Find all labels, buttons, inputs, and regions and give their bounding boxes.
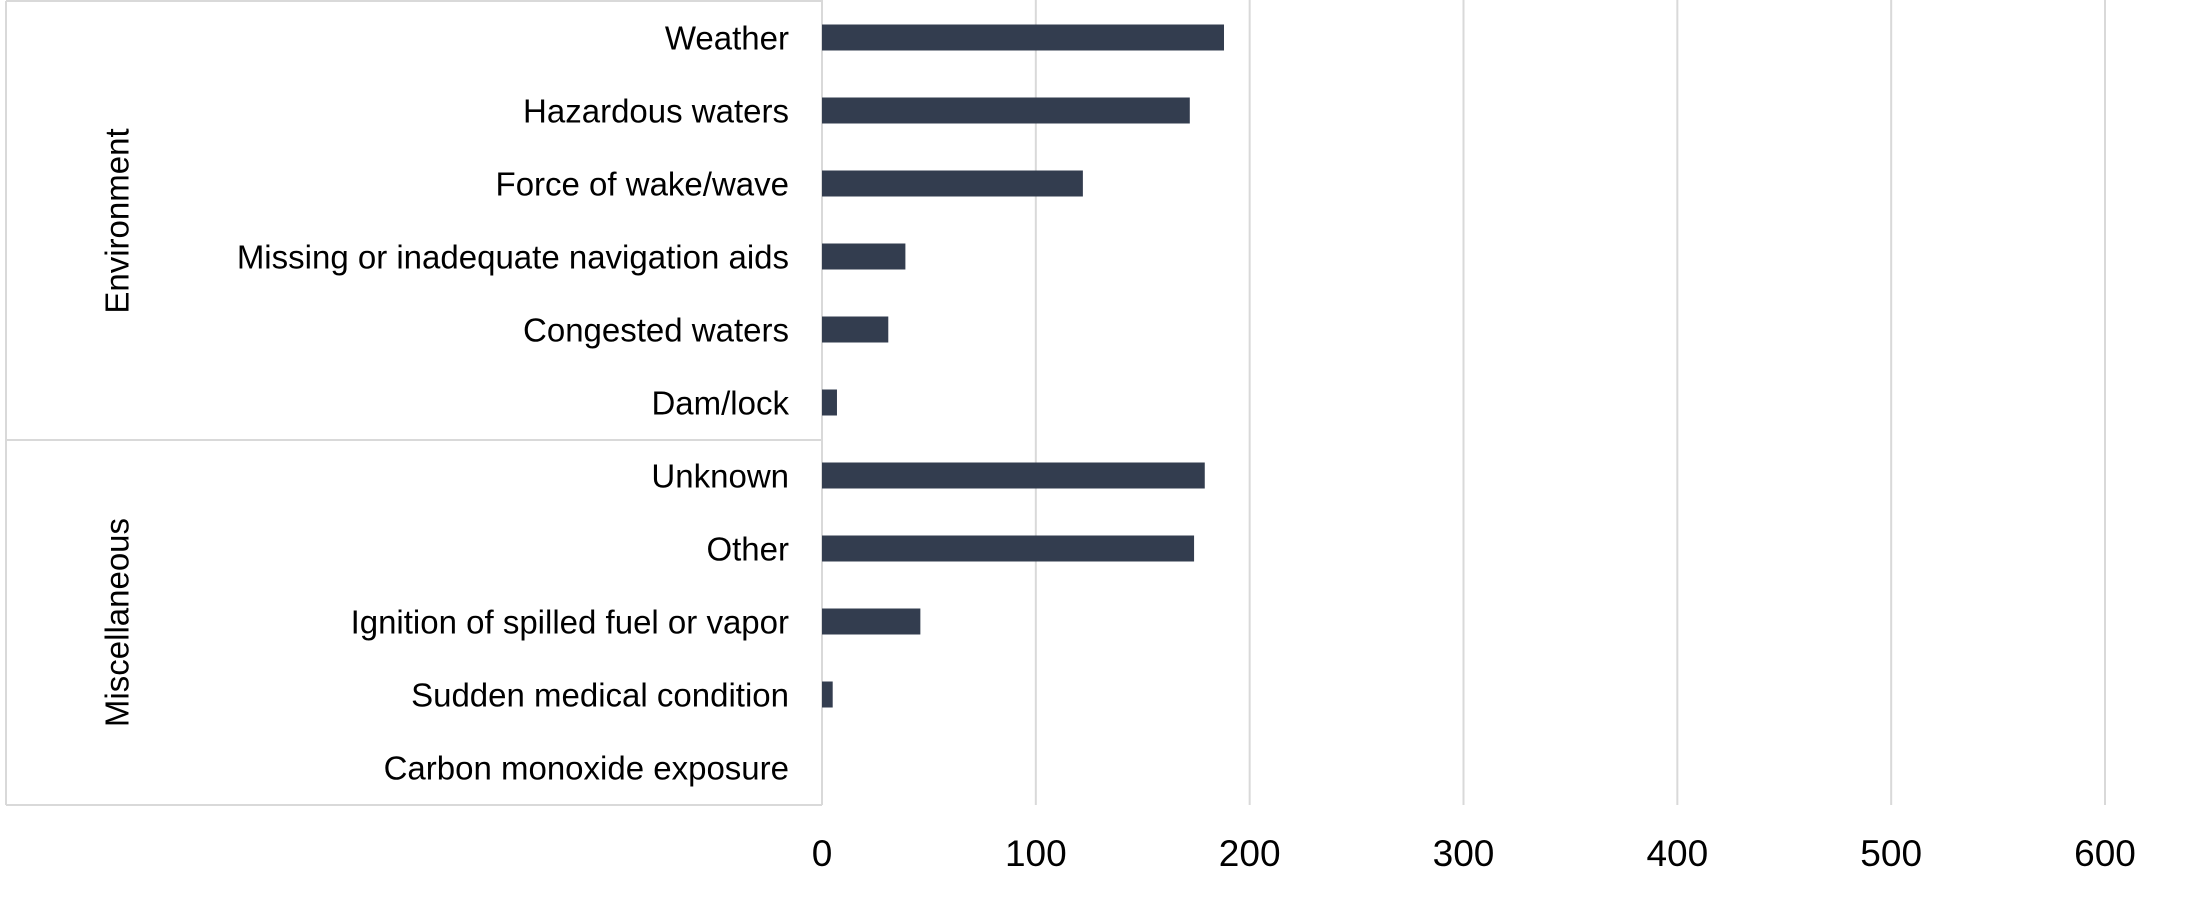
x-tick-label: 0 bbox=[812, 833, 833, 874]
bar bbox=[822, 462, 1205, 489]
bar bbox=[822, 389, 837, 416]
bar bbox=[822, 243, 906, 270]
group-labels: Environment Miscellaneous bbox=[99, 128, 136, 727]
category-label: Dam/lock bbox=[651, 385, 789, 422]
group-label: Miscellaneous bbox=[99, 518, 136, 727]
x-tick-label: 100 bbox=[1005, 833, 1067, 874]
x-tick-label: 600 bbox=[2074, 833, 2136, 874]
bar bbox=[822, 316, 889, 343]
bars bbox=[822, 24, 1225, 708]
x-tick-label: 400 bbox=[1646, 833, 1708, 874]
gridlines bbox=[821, 0, 2106, 805]
group-separators bbox=[5, 0, 822, 806]
x-tick-label: 200 bbox=[1219, 833, 1281, 874]
category-label: Sudden medical condition bbox=[411, 677, 789, 714]
x-axis-ticks: 0 100 200 300 400 500 600 bbox=[812, 833, 2136, 874]
x-tick-label: 500 bbox=[1860, 833, 1922, 874]
category-label: Weather bbox=[665, 20, 789, 57]
category-label: Missing or inadequate navigation aids bbox=[237, 239, 789, 276]
category-label: Congested waters bbox=[523, 312, 789, 349]
category-labels: Weather Hazardous waters Force of wake/wav… bbox=[237, 20, 790, 787]
category-label: Carbon monoxide exposure bbox=[384, 750, 789, 787]
x-tick-label: 300 bbox=[1433, 833, 1495, 874]
bar bbox=[822, 535, 1195, 562]
category-label: Ignition of spilled fuel or vapor bbox=[351, 604, 789, 641]
category-label: Force of wake/wave bbox=[496, 166, 789, 203]
group-label: Environment bbox=[99, 128, 136, 313]
category-label: Other bbox=[706, 531, 789, 568]
bar bbox=[822, 608, 921, 635]
category-label: Unknown bbox=[651, 458, 789, 495]
bar bbox=[822, 97, 1190, 124]
bar bbox=[822, 170, 1083, 197]
bar bbox=[822, 681, 833, 708]
bar bbox=[822, 24, 1225, 51]
category-label: Hazardous waters bbox=[523, 93, 789, 130]
